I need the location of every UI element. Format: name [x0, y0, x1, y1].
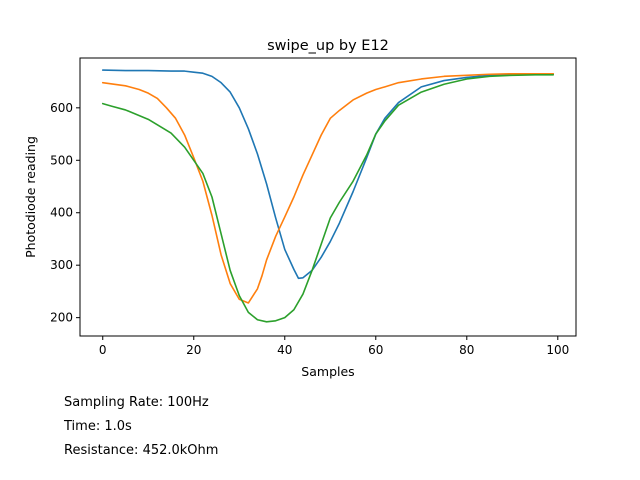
x-tick-label: 20 [186, 343, 201, 357]
x-tick-label: 80 [459, 343, 474, 357]
series-line-orange [101, 72, 555, 304]
y-axis: 200 300 400 500 600 [50, 101, 80, 325]
time-text: Time: 1.0s [64, 419, 132, 434]
y-axis-label: Photodiode reading [23, 136, 38, 258]
series-layer [101, 69, 555, 323]
series-line-blue [101, 69, 555, 280]
y-tick-label: 200 [50, 311, 73, 325]
x-tick-label: 0 [99, 343, 107, 357]
x-tick-label: 100 [546, 343, 569, 357]
y-tick-label: 500 [50, 153, 73, 167]
chart-title: swipe_up by E12 [267, 38, 389, 54]
resistance-text: Resistance: 452.0kOhm [64, 443, 219, 458]
x-axis-label: Samples [301, 364, 354, 379]
y-tick-label: 400 [50, 206, 73, 220]
x-axis: 0 20 40 60 80 100 [99, 336, 569, 357]
x-tick-label: 40 [277, 343, 292, 357]
y-tick-label: 300 [50, 258, 73, 272]
x-tick-label: 60 [368, 343, 383, 357]
sampling-rate-text: Sampling Rate: 100Hz [64, 395, 209, 410]
plot-frame [79, 57, 577, 337]
y-tick-label: 600 [50, 101, 73, 115]
series-line-green [101, 73, 555, 323]
